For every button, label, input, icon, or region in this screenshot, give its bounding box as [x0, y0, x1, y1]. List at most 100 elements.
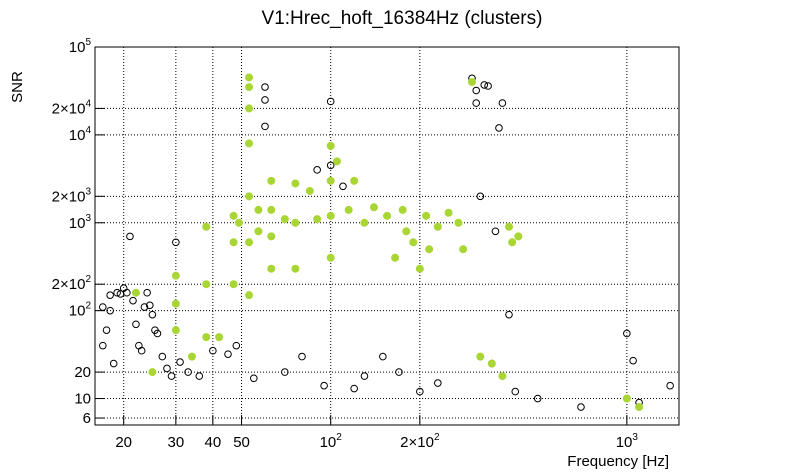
series-1-point-7	[202, 280, 211, 289]
series-1-point-19	[245, 238, 254, 247]
series-0-point-25	[176, 358, 184, 366]
series-0-point-3	[106, 306, 114, 315]
series-1-point-47	[415, 264, 424, 273]
y-tick-label-6: 2×103	[52, 186, 92, 205]
series-1-point-16	[245, 104, 254, 113]
y-tick-label-0: 6	[83, 410, 91, 427]
series-0-point-65	[666, 381, 674, 390]
series-1-point-40	[360, 218, 369, 227]
series-1-point-21	[254, 205, 263, 214]
series-0-point-32	[261, 122, 269, 131]
grid-lines	[95, 46, 679, 425]
series-1-point-9	[215, 333, 224, 342]
series-1-point-62	[635, 403, 644, 412]
series-0-point-17	[146, 301, 154, 310]
series-1-point-56	[487, 359, 496, 368]
series-1-point-58	[505, 222, 514, 231]
series-1-point-36	[326, 253, 335, 262]
series-1-point-32	[313, 215, 322, 224]
series-1-point-51	[444, 208, 453, 217]
chart-title: V1:Hrec_hoft_16384Hz (clusters)	[262, 8, 543, 29]
series-1-point-34	[326, 176, 335, 185]
series-1-point-12	[229, 280, 238, 289]
series-1-point-43	[391, 253, 400, 262]
series-1-point-18	[245, 192, 254, 201]
series-1-point-46	[409, 238, 418, 247]
series-0-point-16	[143, 288, 151, 297]
series-0-point-43	[360, 372, 369, 380]
series-0-point-24	[172, 238, 180, 247]
series-0-point-41	[339, 182, 347, 191]
series-1-point-23	[267, 176, 276, 185]
series-1-point-37	[332, 157, 341, 166]
series-0-point-31	[250, 374, 258, 383]
series-0-point-61	[577, 403, 585, 411]
series-1-point-4	[171, 326, 180, 335]
series-0-point-15	[140, 303, 149, 311]
series-1-point-55	[476, 352, 485, 361]
y-axis-label: SNR	[9, 71, 26, 103]
x-tick-label-2: 40	[205, 434, 222, 451]
series-0-point-35	[281, 368, 289, 376]
series-0-point-20	[153, 329, 162, 338]
series-0-point-22	[163, 364, 171, 373]
series-1-point-41	[369, 203, 378, 212]
series-0-point-26	[184, 368, 192, 376]
series-1-point-24	[267, 205, 276, 214]
y-tick-label-2: 20	[74, 364, 91, 381]
series-1-point-26	[267, 264, 276, 273]
y-tick-label-8: 2×104	[52, 98, 92, 117]
series-1-point-57	[498, 372, 507, 381]
series-0-point-47	[434, 379, 442, 387]
x-axis-ticks: 20 30 40 50 102 2×102 103	[115, 415, 638, 451]
series-0-point-33	[261, 96, 269, 104]
series-1-point-52	[454, 218, 463, 227]
series-1-point-1	[148, 368, 157, 377]
series-0-point-52	[480, 81, 489, 89]
series-1-point-11	[229, 238, 238, 247]
series-0-point-21	[158, 352, 167, 361]
series-0-point-38	[320, 381, 328, 390]
y-tick-label-9: 105	[69, 37, 92, 56]
series-1-point-42	[383, 211, 392, 220]
x-tick-label-0: 20	[115, 434, 132, 451]
series-0-point-36	[298, 352, 306, 361]
series-1-point-38	[344, 205, 353, 214]
series-1-point-48	[422, 211, 431, 220]
plot-frame	[94, 46, 680, 426]
series-0-point-2	[102, 326, 111, 334]
series-1-point-14	[245, 83, 254, 92]
series-0-point-5	[109, 359, 118, 368]
series-1-point-13	[234, 218, 243, 227]
y-tick-label-3: 102	[69, 301, 92, 320]
series-0-point-11	[129, 296, 137, 305]
series-0-point-12	[132, 320, 140, 329]
series-1-point-15	[245, 73, 254, 82]
series-0-point-55	[491, 227, 500, 236]
series-0-point-27	[195, 372, 204, 380]
series-1-point-45	[402, 227, 411, 236]
y-axis-ticks: 6 10 20 102 2×102 103 2×103 104 2×104 105	[52, 37, 105, 427]
series-1-point-49	[425, 245, 434, 254]
series-0-point-30	[232, 341, 241, 350]
series-1-point-44	[398, 205, 407, 214]
series-1-point-50	[433, 222, 442, 231]
series-0-point-14	[137, 346, 146, 355]
series-0-point-62	[623, 329, 631, 338]
series-0-point-45	[395, 368, 403, 376]
series-1-point-5	[187, 352, 196, 361]
series-0-point-58	[505, 310, 513, 319]
series-1-point-8	[202, 333, 211, 342]
series-0-point-59	[511, 387, 520, 396]
series-0-point-39	[326, 97, 335, 106]
series-1-point-6	[202, 222, 211, 231]
series-1-point-10	[229, 211, 238, 220]
series-0-point-37	[313, 166, 321, 174]
series-1-point-59	[508, 238, 517, 247]
series-1-point-29	[291, 218, 300, 227]
series-1-point-28	[291, 179, 300, 188]
x-tick-label-5: 2×102	[400, 432, 440, 451]
series-0-point-4	[106, 291, 114, 299]
series-0-point-34	[261, 83, 269, 91]
series-1-point-3	[171, 299, 180, 308]
